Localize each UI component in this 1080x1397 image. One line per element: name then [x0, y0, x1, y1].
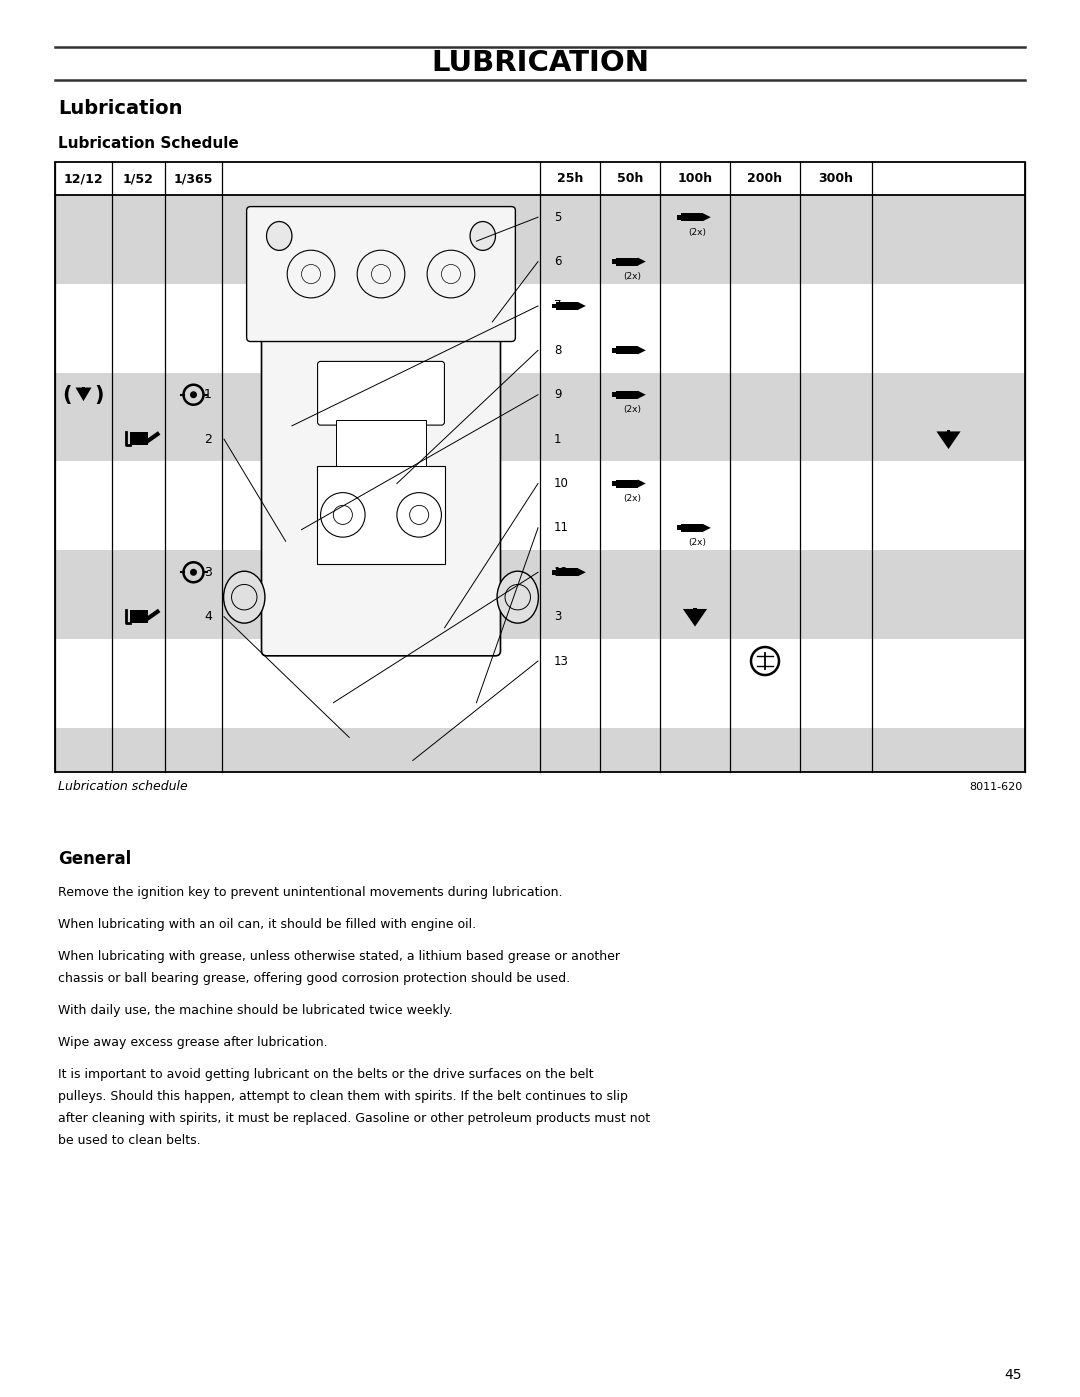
Text: (2x): (2x): [688, 538, 706, 548]
Text: 12/12: 12/12: [64, 172, 104, 184]
Text: 8: 8: [554, 344, 562, 356]
Text: Lubrication: Lubrication: [58, 99, 183, 117]
Polygon shape: [578, 302, 585, 310]
Polygon shape: [638, 346, 646, 355]
Bar: [556, 569, 578, 577]
Text: When lubricating with grease, unless otherwise stated, a lithium based grease or: When lubricating with grease, unless oth…: [58, 950, 620, 963]
Text: 2: 2: [204, 433, 212, 446]
Polygon shape: [638, 391, 646, 398]
Text: 5: 5: [554, 211, 562, 224]
Polygon shape: [638, 257, 646, 265]
Bar: [552, 570, 556, 574]
Polygon shape: [703, 214, 711, 221]
Text: 8011-620: 8011-620: [969, 782, 1022, 792]
Bar: [55, 728, 1025, 773]
Text: 9: 9: [554, 388, 562, 401]
Text: LUBRICATION: LUBRICATION: [431, 49, 649, 77]
Polygon shape: [936, 432, 960, 448]
Bar: [55, 373, 1025, 416]
Bar: [693, 608, 697, 613]
FancyBboxPatch shape: [318, 362, 445, 425]
Text: 25h: 25h: [557, 172, 583, 184]
Text: (2x): (2x): [623, 495, 642, 503]
Text: 1/52: 1/52: [123, 172, 154, 184]
Bar: [130, 432, 148, 446]
Polygon shape: [703, 524, 711, 532]
Bar: [82, 387, 85, 391]
Text: 300h: 300h: [819, 172, 853, 184]
Text: 100h: 100h: [677, 172, 713, 184]
Circle shape: [190, 391, 197, 398]
FancyBboxPatch shape: [246, 207, 515, 341]
Bar: [616, 346, 638, 355]
Text: (2x): (2x): [623, 272, 642, 281]
Text: ): ): [95, 384, 105, 405]
Bar: [55, 550, 1025, 595]
Text: (: (: [63, 384, 72, 405]
Text: after cleaning with spirits, it must be replaced. Gasoline or other petroleum pr: after cleaning with spirits, it must be …: [58, 1112, 650, 1125]
Text: 200h: 200h: [747, 172, 783, 184]
Bar: [616, 479, 638, 488]
Text: 3: 3: [554, 610, 562, 623]
Text: 50h: 50h: [617, 172, 644, 184]
Text: 1: 1: [204, 388, 212, 401]
Text: General: General: [58, 849, 132, 868]
Text: It is important to avoid getting lubricant on the belts or the drive surfaces on: It is important to avoid getting lubrica…: [58, 1067, 594, 1081]
Ellipse shape: [497, 571, 539, 623]
Bar: [677, 525, 681, 531]
Bar: [611, 481, 617, 486]
Bar: [55, 595, 1025, 638]
Bar: [55, 196, 1025, 239]
Text: 1/365: 1/365: [174, 172, 213, 184]
Polygon shape: [578, 569, 585, 577]
Bar: [611, 348, 617, 353]
Text: (2x): (2x): [688, 228, 706, 236]
Bar: [55, 416, 1025, 461]
Text: When lubricating with an oil can, it should be filled with engine oil.: When lubricating with an oil can, it sho…: [58, 918, 476, 930]
Ellipse shape: [470, 222, 496, 250]
Text: Remove the ignition key to prevent unintentional movements during lubrication.: Remove the ignition key to prevent unint…: [58, 886, 563, 900]
Bar: [611, 393, 617, 397]
Text: 6: 6: [554, 256, 562, 268]
Text: 11: 11: [554, 521, 569, 535]
Text: 7: 7: [554, 299, 562, 313]
Text: chassis or ball bearing grease, offering good corrosion protection should be use: chassis or ball bearing grease, offering…: [58, 972, 570, 985]
Bar: [552, 303, 556, 309]
Text: 1: 1: [554, 433, 562, 446]
Bar: [55, 162, 1025, 773]
Ellipse shape: [224, 571, 265, 623]
Bar: [680, 214, 703, 221]
Polygon shape: [76, 387, 92, 401]
Text: 13: 13: [554, 655, 569, 668]
Text: (2x): (2x): [623, 405, 642, 415]
Text: 3: 3: [204, 566, 212, 578]
Text: pulleys. Should this happen, attempt to clean them with spirits. If the belt con: pulleys. Should this happen, attempt to …: [58, 1090, 627, 1104]
Bar: [677, 215, 681, 219]
Bar: [130, 609, 148, 623]
Text: Lubrication Schedule: Lubrication Schedule: [58, 136, 239, 151]
Text: be used to clean belts.: be used to clean belts.: [58, 1134, 201, 1147]
Circle shape: [190, 569, 197, 576]
Bar: [616, 257, 638, 265]
Bar: [616, 391, 638, 398]
Text: 12: 12: [554, 566, 569, 578]
Text: With daily use, the machine should be lubricated twice weekly.: With daily use, the machine should be lu…: [58, 1004, 453, 1017]
Bar: [946, 430, 950, 436]
Text: 4: 4: [204, 610, 212, 623]
Bar: [611, 260, 617, 264]
Polygon shape: [638, 479, 646, 488]
Text: Lubrication schedule: Lubrication schedule: [58, 781, 188, 793]
Text: Wipe away excess grease after lubrication.: Wipe away excess grease after lubricatio…: [58, 1037, 327, 1049]
Text: 45: 45: [1004, 1368, 1022, 1382]
FancyBboxPatch shape: [261, 288, 500, 655]
Bar: [55, 239, 1025, 284]
Bar: [556, 302, 578, 310]
Text: 10: 10: [554, 476, 569, 490]
Polygon shape: [683, 609, 707, 626]
Bar: [318, 465, 445, 564]
Ellipse shape: [267, 222, 292, 250]
Bar: [680, 524, 703, 532]
Bar: [337, 420, 426, 467]
